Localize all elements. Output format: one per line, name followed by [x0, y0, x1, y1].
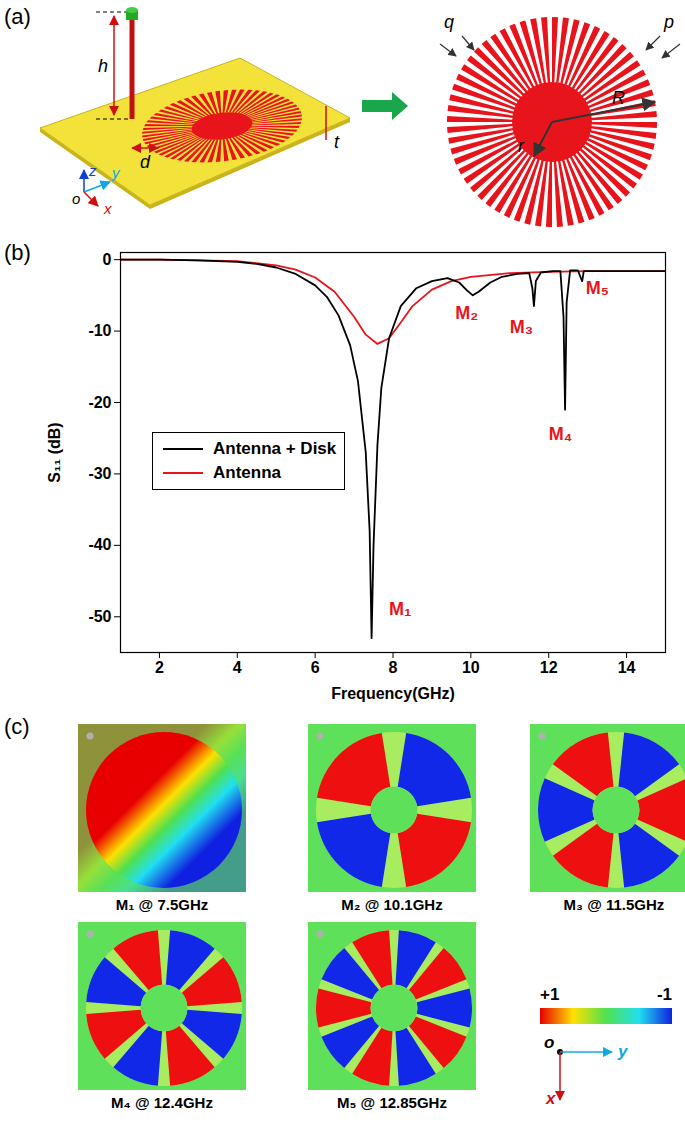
- svg-text:M₅: M₅: [586, 278, 609, 298]
- svg-text:x: x: [103, 200, 112, 217]
- svg-text:-10: -10: [88, 322, 111, 339]
- svg-text:S₁₁ (dB): S₁₁ (dB): [46, 422, 63, 482]
- svg-text:12: 12: [540, 659, 558, 676]
- svg-text:p: p: [663, 12, 674, 32]
- svg-text:x: x: [545, 1089, 557, 1108]
- svg-text:(a): (a): [4, 4, 31, 29]
- svg-text:10: 10: [462, 659, 480, 676]
- svg-text:-20: -20: [88, 394, 111, 411]
- svg-text:t: t: [334, 132, 340, 152]
- svg-text:-50: -50: [88, 608, 111, 625]
- svg-text:r: r: [518, 136, 525, 156]
- svg-text:R: R: [612, 88, 625, 108]
- svg-text:M₃: M₃: [510, 317, 533, 337]
- svg-text:y: y: [111, 164, 121, 181]
- svg-text:M₃ @ 11.5GHz: M₃ @ 11.5GHz: [564, 896, 665, 913]
- svg-text:Frequency(GHz): Frequency(GHz): [331, 685, 455, 702]
- html-text:Antenna + Disk: Antenna + Disk: [213, 439, 337, 458]
- svg-text:6: 6: [311, 659, 320, 676]
- svg-text:q: q: [444, 12, 454, 32]
- svg-text:M₁ @ 7.5GHz: M₁ @ 7.5GHz: [116, 896, 209, 913]
- svg-text:(c): (c): [4, 714, 30, 739]
- svg-text:-30: -30: [88, 465, 111, 482]
- svg-text:+1: +1: [540, 985, 559, 1004]
- svg-text:14: 14: [618, 659, 636, 676]
- svg-text:z: z: [88, 162, 97, 179]
- svg-text:0: 0: [103, 251, 112, 268]
- svg-text:M₂ @ 10.1GHz: M₂ @ 10.1GHz: [341, 896, 442, 913]
- svg-text:o: o: [72, 190, 80, 207]
- svg-text:M₂: M₂: [455, 303, 478, 323]
- svg-text:M₁: M₁: [389, 599, 411, 619]
- svg-text:-1: -1: [657, 985, 672, 1004]
- svg-text:8: 8: [389, 659, 398, 676]
- svg-text:y: y: [617, 1042, 629, 1061]
- html-text:(b): (b): [4, 240, 31, 265]
- svg-text:M₄: M₄: [549, 424, 573, 444]
- svg-text:o: o: [544, 1033, 554, 1052]
- svg-text:4: 4: [233, 659, 242, 676]
- html-text:Antenna: Antenna: [213, 463, 281, 482]
- svg-text:h: h: [98, 56, 108, 76]
- svg-text:M₄ @ 12.4GHz: M₄ @ 12.4GHz: [111, 1094, 213, 1111]
- svg-text:-40: -40: [88, 536, 111, 553]
- svg-text:2: 2: [155, 659, 164, 676]
- svg-text:M₅ @ 12.85GHz: M₅ @ 12.85GHz: [337, 1094, 447, 1111]
- svg-text:d: d: [140, 152, 151, 172]
